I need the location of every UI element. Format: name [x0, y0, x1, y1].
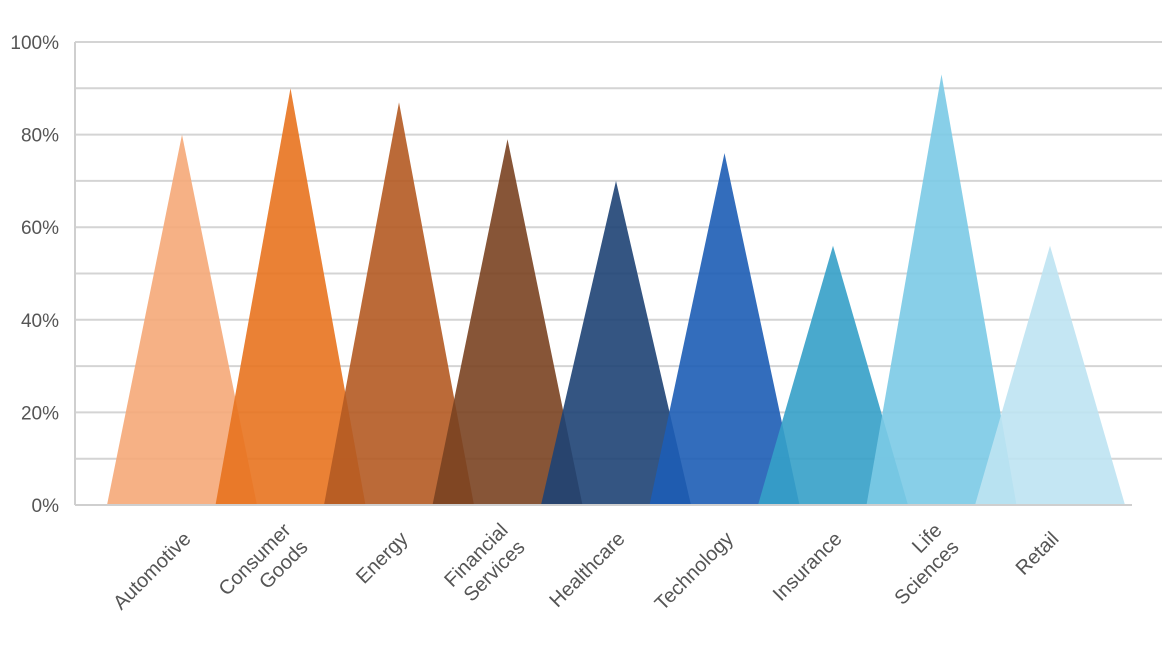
- peaks: [107, 74, 1125, 506]
- peak-energy: [324, 102, 474, 505]
- peak-retail: [975, 245, 1125, 505]
- category-label-line: Healthcare: [546, 528, 630, 612]
- category-label-line: Retail: [1012, 528, 1064, 580]
- y-tick-label: 0%: [32, 496, 60, 517]
- peak-financial-services: [432, 139, 583, 506]
- peak-automotive: [107, 134, 257, 505]
- category-label-line: Technology: [651, 528, 738, 615]
- y-tick-label: 40%: [21, 311, 59, 332]
- x-tick-label: Automotive: [109, 528, 195, 614]
- x-tick-label: Technology: [651, 528, 738, 615]
- category-label-line: Insurance: [769, 528, 847, 606]
- x-tick-label: Healthcare: [546, 528, 630, 612]
- y-tick-label: 100%: [10, 33, 59, 54]
- x-tick-label: Retail: [1012, 528, 1064, 580]
- peak-life-sciences: [866, 74, 1017, 505]
- y-axis: 0% 20% 40% 60% 80% 100%: [10, 33, 76, 517]
- category-label-line: Automotive: [109, 528, 195, 614]
- x-tick-label: Energy: [352, 528, 412, 588]
- peak-consumer-goods: [215, 88, 366, 506]
- x-tick-label: Insurance: [769, 528, 847, 606]
- y-tick-label: 20%: [21, 403, 59, 424]
- category-label-line: Energy: [352, 528, 412, 588]
- peak-technology: [649, 153, 800, 505]
- y-tick-label: 60%: [21, 218, 59, 239]
- peak-insurance: [758, 245, 908, 505]
- peak-healthcare: [541, 180, 691, 505]
- y-tick-label: 80%: [21, 126, 59, 147]
